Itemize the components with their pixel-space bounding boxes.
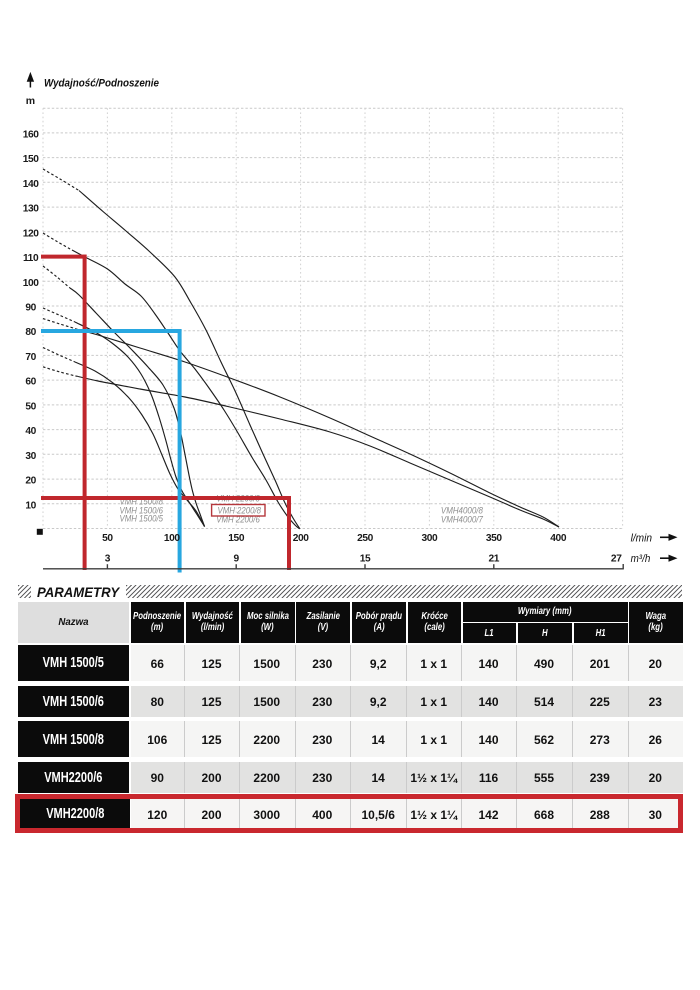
svg-text:3: 3 bbox=[105, 554, 111, 565]
svg-text:150: 150 bbox=[228, 533, 245, 544]
svg-text:70: 70 bbox=[25, 352, 36, 363]
svg-text:VMH 1500/6: VMH 1500/6 bbox=[120, 505, 164, 515]
svg-text:200: 200 bbox=[293, 533, 310, 544]
svg-text:9: 9 bbox=[234, 554, 240, 565]
svg-text:80: 80 bbox=[25, 327, 36, 338]
svg-text:l/min: l/min bbox=[631, 532, 652, 544]
svg-text:20: 20 bbox=[25, 476, 36, 487]
svg-text:VMH 2200/8: VMH 2200/8 bbox=[218, 506, 262, 516]
svg-text:110: 110 bbox=[23, 253, 39, 264]
svg-text:VMH4000/7: VMH4000/7 bbox=[441, 515, 484, 525]
svg-text:100: 100 bbox=[164, 533, 181, 544]
svg-text:250: 250 bbox=[357, 533, 374, 544]
svg-text:60: 60 bbox=[25, 377, 36, 388]
svg-text:m³/h: m³/h bbox=[631, 553, 651, 565]
svg-text:160: 160 bbox=[23, 129, 40, 140]
svg-text:30: 30 bbox=[25, 451, 36, 462]
svg-text:Wydajność/Podnoszenie: Wydajność/Podnoszenie bbox=[44, 78, 160, 90]
svg-text:150: 150 bbox=[23, 154, 40, 165]
svg-text:130: 130 bbox=[23, 204, 40, 215]
svg-text:100: 100 bbox=[23, 278, 40, 289]
svg-text:VMH 1500/5: VMH 1500/5 bbox=[120, 514, 164, 524]
svg-text:90: 90 bbox=[25, 303, 36, 314]
svg-text:50: 50 bbox=[25, 401, 36, 412]
svg-text:VMH 2200/6: VMH 2200/6 bbox=[216, 514, 260, 524]
svg-text:350: 350 bbox=[486, 533, 503, 544]
svg-text:40: 40 bbox=[25, 426, 36, 437]
svg-text:140: 140 bbox=[23, 179, 40, 190]
svg-text:15: 15 bbox=[360, 554, 371, 565]
svg-text:120: 120 bbox=[23, 228, 40, 239]
svg-text:400: 400 bbox=[550, 533, 567, 544]
svg-text:50: 50 bbox=[102, 533, 113, 544]
svg-text:27: 27 bbox=[611, 554, 622, 565]
svg-text:VMH4000/8: VMH4000/8 bbox=[441, 505, 484, 515]
svg-text:m: m bbox=[26, 95, 35, 107]
svg-text:300: 300 bbox=[421, 533, 438, 544]
svg-text:VMH 1500/8: VMH 1500/8 bbox=[120, 496, 164, 506]
svg-text:21: 21 bbox=[489, 554, 500, 565]
svg-text:10: 10 bbox=[25, 500, 36, 511]
